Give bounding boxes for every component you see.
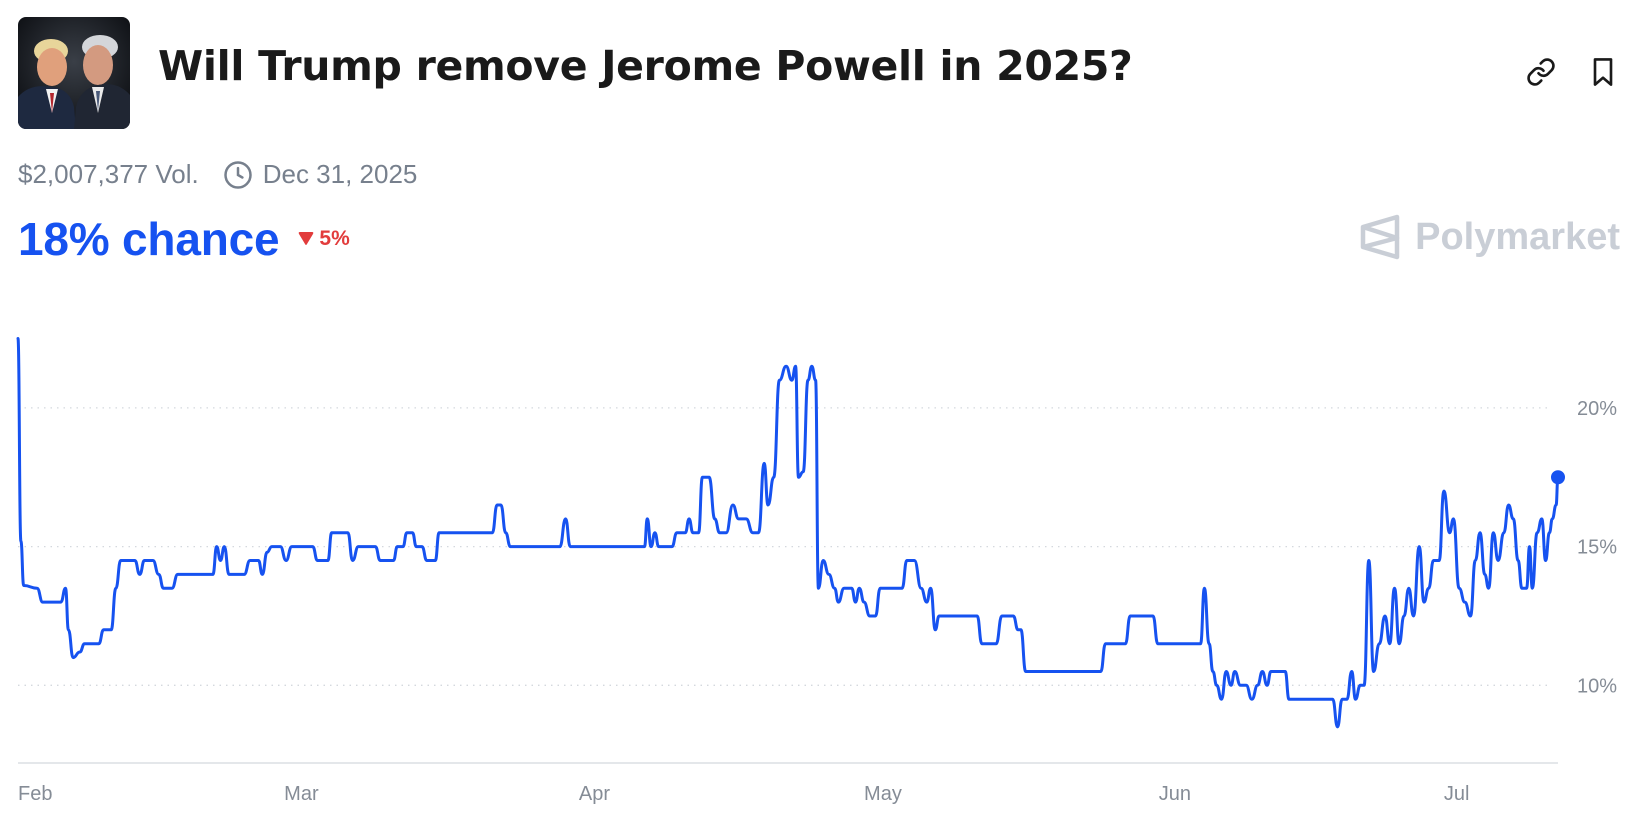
y-tick-label: 20% (1577, 398, 1617, 420)
clock-icon (223, 160, 252, 189)
portrait-photo-icon (18, 17, 130, 129)
polymarket-brand: Polymarket (1359, 214, 1620, 260)
market-title: Will Trump remove Jerome Powell in 2025? (158, 42, 1133, 90)
delta-value: 5% (319, 227, 350, 250)
x-tick-label: May (864, 783, 902, 805)
link-icon (1527, 58, 1555, 86)
x-tick-label: Feb (18, 783, 52, 805)
chance-label: 18% chance (18, 213, 280, 265)
x-tick-label: Apr (579, 783, 610, 805)
triangle-down-icon (299, 232, 314, 245)
x-tick-label: Jul (1444, 783, 1470, 805)
y-tick-label: 10% (1577, 675, 1617, 697)
x-tick-label: Mar (284, 783, 319, 805)
chance-summary: 18% chance 5% (18, 212, 350, 266)
brand-name: Polymarket (1415, 215, 1620, 258)
last-point-marker (1551, 470, 1565, 485)
market-thumbnail (18, 17, 130, 129)
chance-delta: 5% (297, 227, 350, 251)
x-tick-label: Jun (1159, 783, 1191, 805)
volume-text: $2,007,377 Vol. (18, 159, 199, 189)
bookmark-button[interactable] (1583, 52, 1623, 92)
polymarket-logo-icon (1360, 214, 1400, 260)
series-line (16, 337, 1560, 729)
market-meta: $2,007,377 Vol. Dec 31, 2025 (18, 159, 417, 190)
y-tick-label: 15% (1577, 537, 1617, 559)
copy-link-button[interactable] (1521, 52, 1561, 92)
bookmark-icon (1593, 58, 1613, 86)
end-date-text: Dec 31, 2025 (262, 159, 418, 189)
